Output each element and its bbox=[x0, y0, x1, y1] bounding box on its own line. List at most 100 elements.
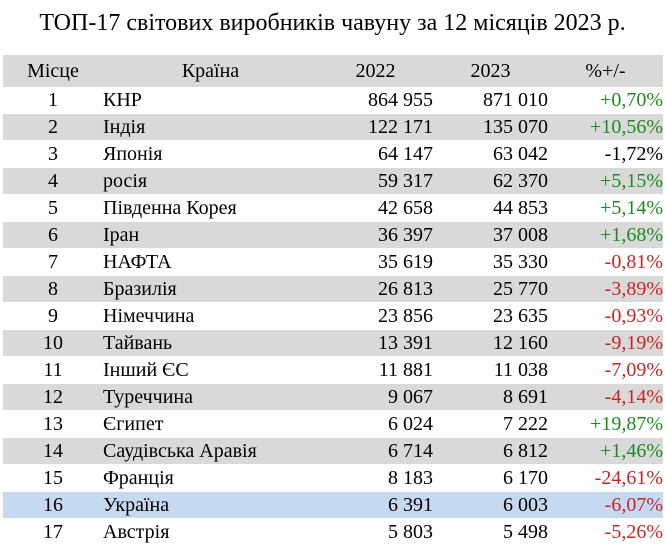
cell-2022: 6 391 bbox=[318, 491, 433, 519]
cell-2023: 11 038 bbox=[493, 359, 548, 381]
cell-change: +19,87% bbox=[590, 413, 663, 435]
cell-country: Німеччина bbox=[103, 305, 195, 327]
cell-country: Іран bbox=[103, 221, 318, 249]
table-row: 9 Німеччина 23 856 23 635 -0,93% bbox=[3, 303, 663, 330]
cell-2023: 25 770 bbox=[433, 275, 548, 303]
cell-change: -4,14% bbox=[548, 383, 663, 411]
cell-2022: 59 317 bbox=[318, 167, 433, 195]
table-row: 2 Індія 122 171 135 070 +10,56% bbox=[3, 113, 663, 141]
cell-change: -5,26% bbox=[604, 521, 663, 543]
cell-place: 11 bbox=[43, 359, 63, 381]
cell-change: +5,15% bbox=[548, 167, 663, 195]
cell-country: Туреччина bbox=[103, 383, 318, 411]
producers-table: Місце Країна 2022 2023 %+/- 1 КНР 864 955 8… bbox=[3, 55, 663, 546]
cell-2022: 26 813 bbox=[318, 275, 433, 303]
cell-change: -0,81% bbox=[604, 251, 663, 273]
cell-2022: 35 619 bbox=[378, 251, 433, 273]
cell-2023: 37 008 bbox=[433, 221, 548, 249]
cell-country: Україна bbox=[103, 491, 318, 519]
cell-place: 6 bbox=[3, 221, 103, 249]
cell-change: -7,09% bbox=[604, 359, 663, 381]
cell-2023: 7 222 bbox=[503, 413, 548, 435]
cell-place: 10 bbox=[3, 329, 103, 357]
cell-country: Єгипет bbox=[103, 413, 164, 435]
cell-place: 4 bbox=[3, 167, 103, 195]
cell-place: 3 bbox=[48, 143, 58, 165]
cell-place: 17 bbox=[43, 521, 63, 543]
cell-place: 9 bbox=[48, 305, 58, 327]
cell-country: Франція bbox=[103, 467, 174, 489]
table-row: 7 НАФТА 35 619 35 330 -0,81% bbox=[3, 249, 663, 276]
cell-2023: 135 070 bbox=[433, 113, 548, 141]
cell-change: +10,56% bbox=[548, 113, 663, 141]
cell-place: 2 bbox=[3, 113, 103, 141]
cell-change: -3,89% bbox=[548, 275, 663, 303]
header-2022: 2022 bbox=[318, 55, 433, 87]
cell-2023: 6 812 bbox=[433, 437, 548, 465]
cell-country: Японія bbox=[103, 143, 163, 165]
cell-place: 8 bbox=[3, 275, 103, 303]
cell-2022: 864 955 bbox=[368, 89, 433, 111]
cell-change: +1,46% bbox=[548, 437, 663, 465]
cell-2022: 64 147 bbox=[378, 143, 433, 165]
cell-country: НАФТА bbox=[103, 251, 172, 273]
cell-2022: 23 856 bbox=[378, 305, 433, 327]
table-row: 14 Саудівська Аравія 6 714 6 812 +1,46% bbox=[3, 437, 663, 465]
cell-country: Тайвань bbox=[103, 329, 318, 357]
cell-place: 1 bbox=[48, 89, 58, 111]
page-title: ТОП-17 світових виробників чавуну за 12 … bbox=[39, 10, 626, 36]
table-row: 4 росія 59 317 62 370 +5,15% bbox=[3, 167, 663, 195]
cell-change: -0,93% bbox=[604, 305, 663, 327]
cell-2022: 9 067 bbox=[318, 383, 433, 411]
table-header-row: Місце Країна 2022 2023 %+/- bbox=[3, 55, 663, 87]
cell-2023: 6 003 bbox=[433, 491, 548, 519]
table-row: 6 Іран 36 397 37 008 +1,68% bbox=[3, 221, 663, 249]
cell-2023: 23 635 bbox=[493, 305, 548, 327]
cell-2023: 8 691 bbox=[433, 383, 548, 411]
table-row: 11 Інший ЄС 11 881 11 038 -7,09% bbox=[3, 357, 663, 384]
cell-place: 12 bbox=[3, 383, 103, 411]
cell-2023: 63 042 bbox=[493, 143, 548, 165]
table-row: 16 Україна 6 391 6 003 -6,07% bbox=[3, 491, 663, 519]
table-row: 1 КНР 864 955 871 010 +0,70% bbox=[3, 87, 663, 114]
cell-2023: 6 170 bbox=[503, 467, 548, 489]
cell-change: +0,70% bbox=[600, 89, 663, 111]
table-body: 1 КНР 864 955 871 010 +0,70% 2 Індія 122 171 135… bbox=[3, 87, 663, 546]
cell-2022: 6 024 bbox=[388, 413, 433, 435]
header-place: Місце bbox=[3, 55, 103, 87]
cell-2022: 8 183 bbox=[388, 467, 433, 489]
table-row: 8 Бразилія 26 813 25 770 -3,89% bbox=[3, 275, 663, 303]
cell-2022: 42 658 bbox=[378, 197, 433, 219]
cell-country: Індія bbox=[103, 113, 318, 141]
cell-change: -9,19% bbox=[548, 329, 663, 357]
cell-change: +5,14% bbox=[600, 197, 663, 219]
header-change: %+/- bbox=[548, 55, 663, 87]
table-row: 12 Туреччина 9 067 8 691 -4,14% bbox=[3, 383, 663, 411]
cell-2023: 44 853 bbox=[493, 197, 548, 219]
cell-2022: 5 803 bbox=[388, 521, 433, 543]
cell-2023: 35 330 bbox=[493, 251, 548, 273]
table-row: 17 Австрія 5 803 5 498 -5,26% bbox=[3, 519, 663, 546]
header-2023: 2023 bbox=[433, 55, 548, 87]
cell-change: -1,72% bbox=[604, 143, 663, 165]
header-country: Країна bbox=[103, 55, 318, 87]
cell-change: -24,61% bbox=[594, 467, 663, 489]
cell-country: Саудівська Аравія bbox=[103, 437, 318, 465]
cell-place: 14 bbox=[3, 437, 103, 465]
cell-2023: 871 010 bbox=[483, 89, 548, 111]
cell-country: Інший ЄС bbox=[103, 359, 189, 381]
cell-country: Південна Корея bbox=[103, 197, 237, 219]
cell-place: 5 bbox=[48, 197, 58, 219]
cell-2022: 6 714 bbox=[318, 437, 433, 465]
table-row: 5 Південна Корея 42 658 44 853 +5,14% bbox=[3, 195, 663, 222]
table-row: 15 Франція 8 183 6 170 -24,61% bbox=[3, 465, 663, 492]
table-row: 10 Тайвань 13 391 12 160 -9,19% bbox=[3, 329, 663, 357]
cell-country: росія bbox=[103, 167, 318, 195]
cell-place: 15 bbox=[43, 467, 63, 489]
cell-place: 7 bbox=[48, 251, 58, 273]
cell-country: КНР bbox=[103, 89, 142, 111]
cell-change: -6,07% bbox=[548, 491, 663, 519]
cell-2022: 36 397 bbox=[318, 221, 433, 249]
cell-2022: 13 391 bbox=[318, 329, 433, 357]
